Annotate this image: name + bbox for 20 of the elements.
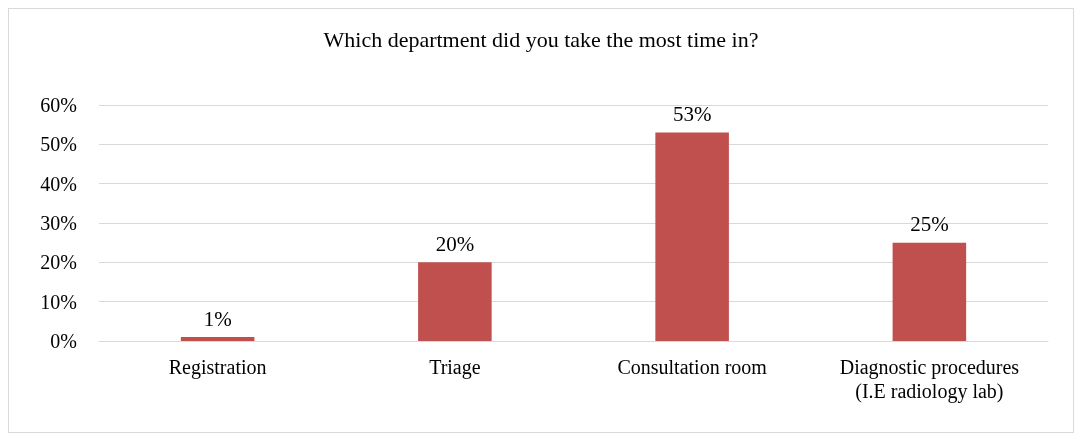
bar (180, 337, 255, 341)
x-tick-label: Diagnostic procedures (I.E radiology lab) (839, 356, 1020, 403)
x-tick-label: Consultation room (617, 356, 768, 378)
data-label: 20% (435, 231, 475, 256)
data-label: 1% (203, 306, 232, 331)
y-tick-label: 60% (40, 94, 77, 116)
y-tick-label: 50% (40, 133, 77, 156)
bar (418, 262, 492, 341)
x-tick-label: Registration (168, 356, 267, 379)
data-label: 25% (910, 212, 949, 237)
bar (655, 132, 729, 341)
y-tick-label: 10% (40, 290, 77, 313)
y-tick-label: 30% (40, 212, 77, 234)
y-tick-label: 0% (50, 330, 77, 352)
data-label: 53% (672, 102, 712, 127)
x-tick-label: Triage (429, 356, 481, 379)
chart-title: Which department did you take the most time in? (323, 26, 759, 52)
bar (892, 242, 967, 341)
y-tick-label: 20% (40, 251, 77, 274)
y-tick-label: 40% (40, 172, 77, 195)
